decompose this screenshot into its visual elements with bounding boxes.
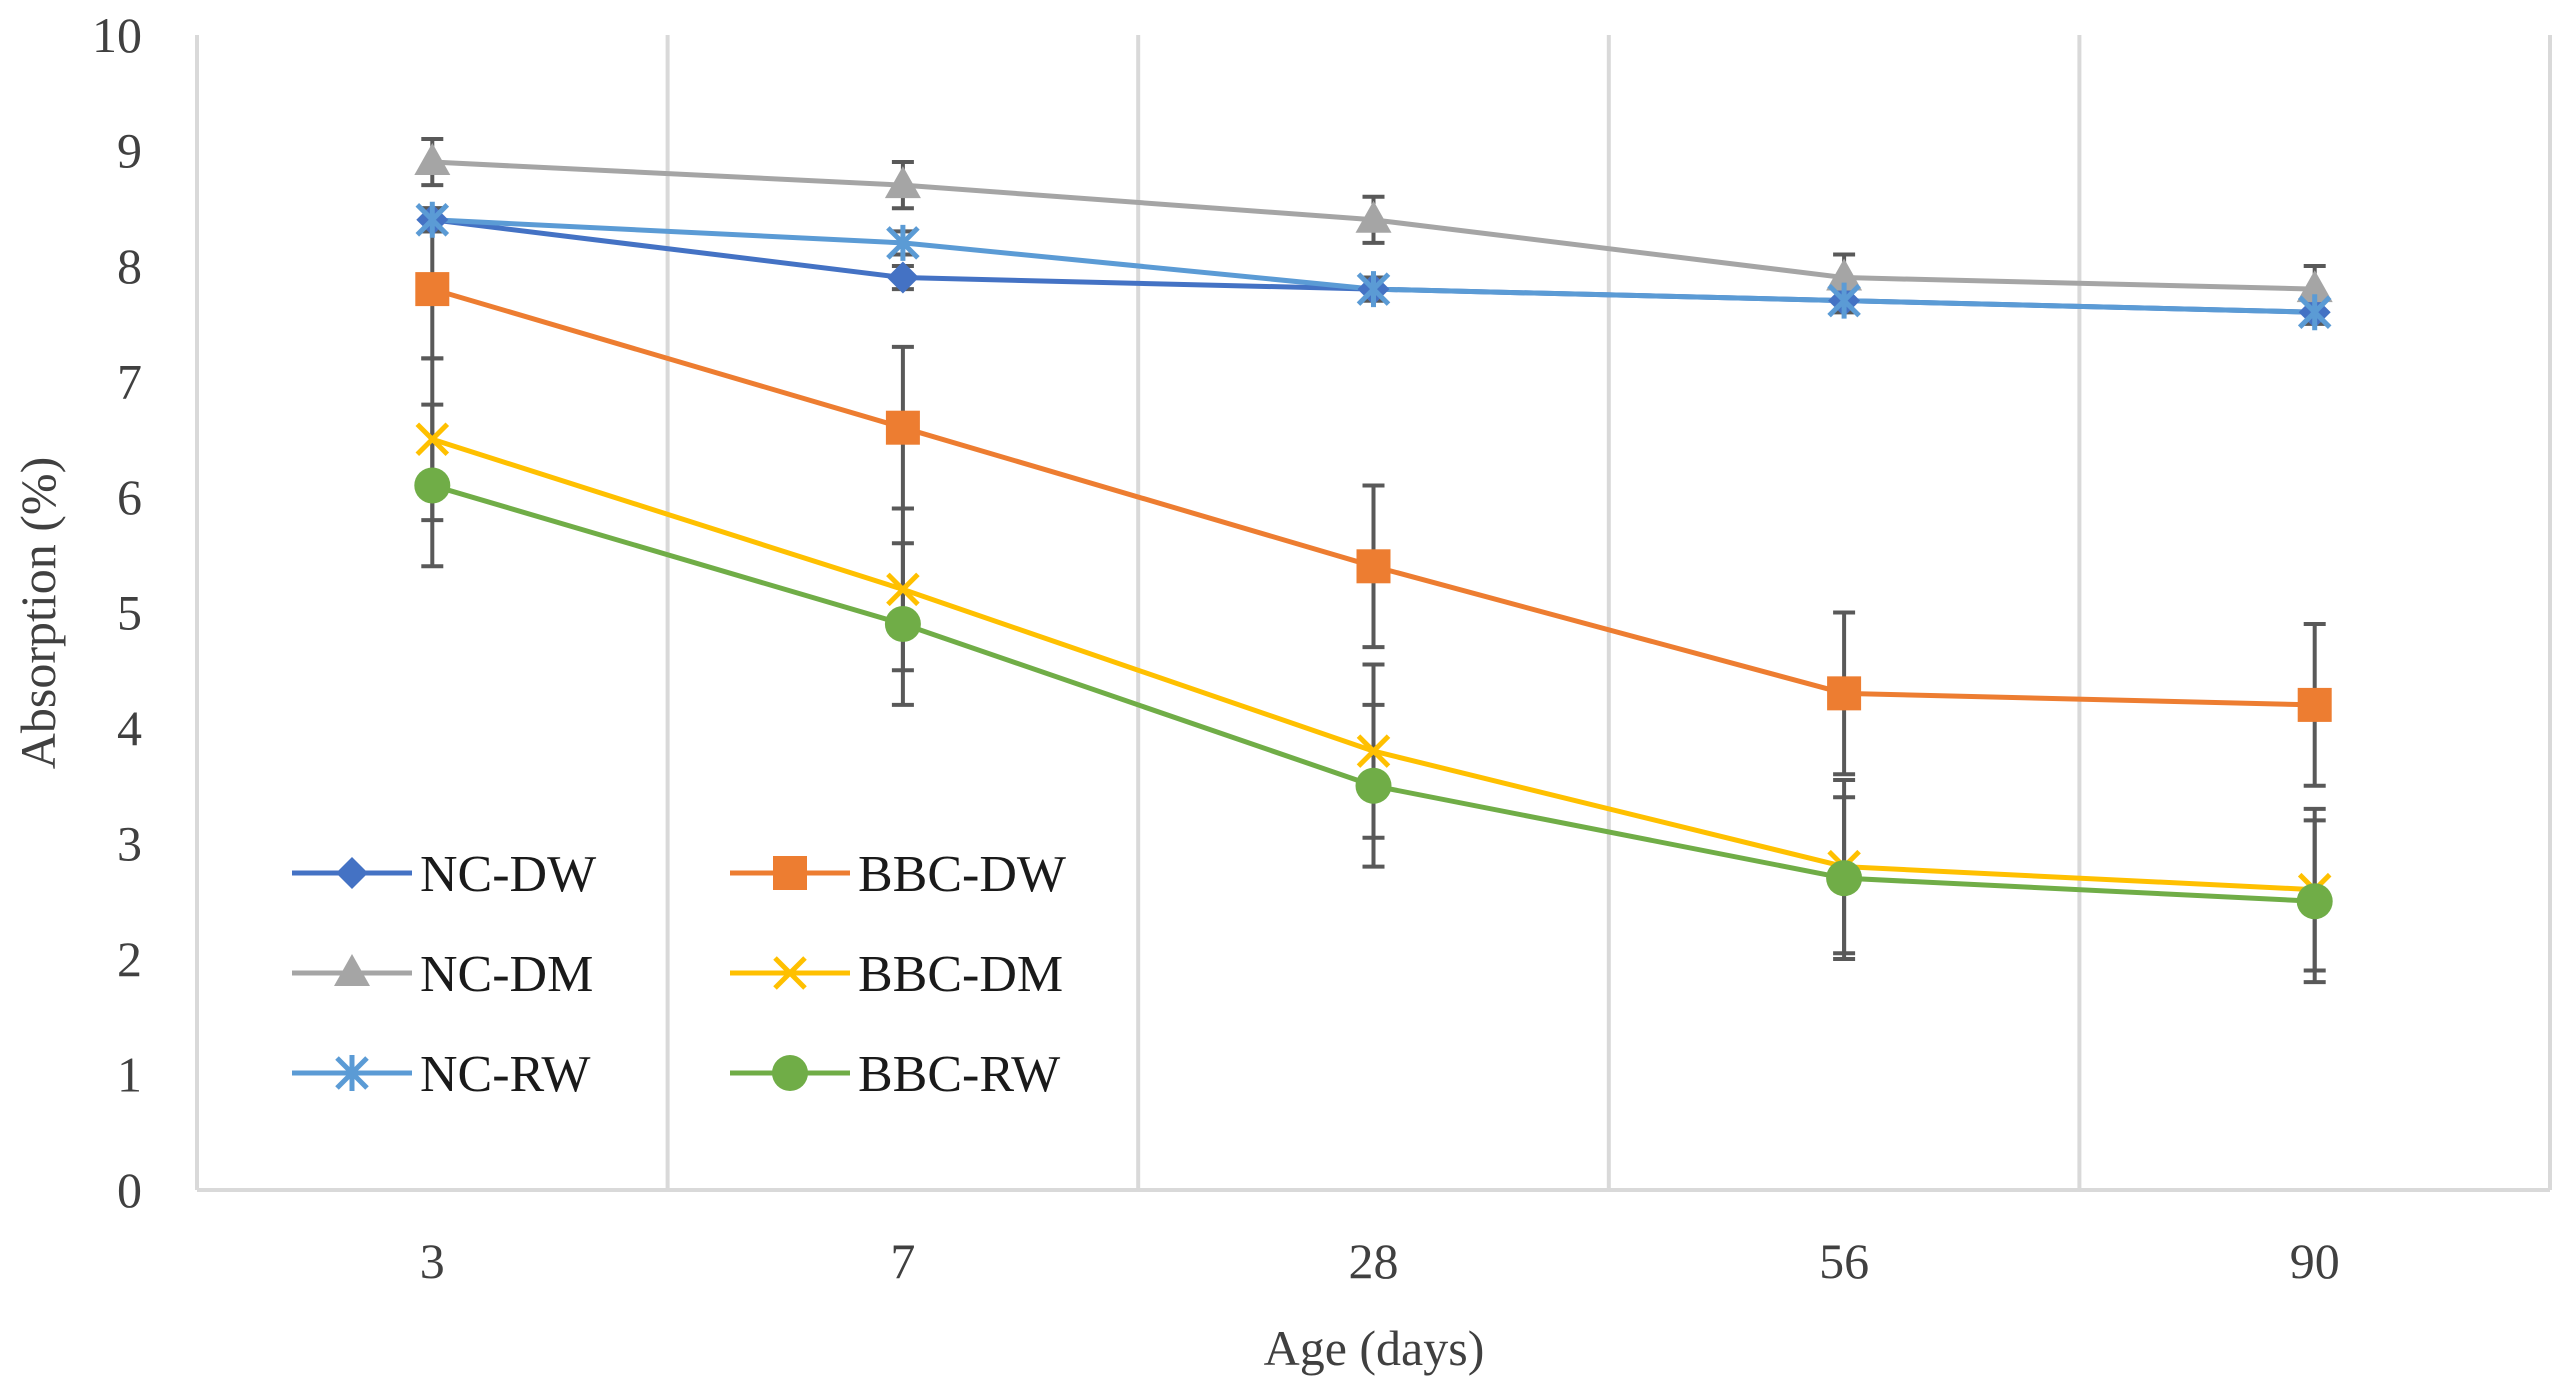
y-tick-label: 8 [117,238,142,294]
series-markers [414,143,2333,920]
y-tick-label: 3 [117,816,142,872]
y-tick-label: 9 [117,123,142,179]
legend-item: NC-RW [292,1046,590,1103]
y-tick-label: 5 [117,585,142,641]
x-tick-label: 3 [420,1233,445,1289]
legend-swatch-marker [772,1055,808,1091]
marker-bbc-rw [1355,767,1392,804]
legend: NC-DW BBC-DW NC-DM BBC-DM NC-RW BBC-RW [292,846,1066,1103]
marker-bbc-dw [415,272,450,307]
legend-swatch-marker [773,956,807,990]
legend-swatch-marker [334,954,370,986]
marker-nc-rw [1356,271,1391,308]
legend-swatch-marker [773,856,807,890]
marker-bbc-dm [1356,734,1391,768]
y-tick-label: 1 [117,1047,142,1103]
marker-bbc-dw [1827,676,1862,711]
marker-nc-rw [886,224,920,261]
marker-nc-dw [886,261,919,294]
marker-nc-rw [415,201,450,238]
x-tick-label: 28 [1349,1233,1399,1289]
y-tick-label: 4 [117,700,142,756]
marker-bbc-dm [415,422,450,457]
marker-nc-dm [1826,258,1863,291]
legend-label: BBC-DM [858,946,1063,1003]
legend-item: BBC-DW [730,846,1066,903]
marker-nc-rw [2297,294,2332,331]
marker-bbc-dm [886,572,920,607]
legend-swatch-marker [335,1055,369,1091]
y-tick-label: 0 [117,1162,142,1218]
legend-label: NC-DW [420,846,596,903]
x-tick-label: 90 [2290,1233,2340,1289]
marker-nc-dm [1355,200,1392,233]
y-axis-title: Absorption (%) [10,457,66,769]
marker-nc-dm [884,166,921,199]
marker-bbc-rw [1826,860,1863,897]
marker-bbc-dw [1356,549,1391,584]
y-tick-label: 10 [92,7,142,63]
x-axis-title: Age (days) [1264,1320,1485,1376]
y-tick-label: 6 [117,469,142,525]
legend-label: NC-RW [420,1046,590,1103]
marker-bbc-rw [414,467,451,504]
y-tick-label: 2 [117,931,142,987]
legend-item: BBC-RW [730,1046,1060,1103]
x-tick-label: 56 [1819,1233,1869,1289]
legend-item: NC-DM [292,946,593,1003]
marker-nc-dm [414,143,451,176]
marker-nc-rw [1827,282,1861,319]
marker-bbc-rw [884,606,921,643]
marker-bbc-dw [885,410,920,445]
y-tick-label: 7 [117,354,142,410]
legend-item: NC-DW [292,846,596,903]
marker-bbc-rw [2296,883,2333,920]
legend-label: NC-DM [420,946,593,1003]
marker-nc-dm [2296,270,2333,303]
legend-label: BBC-DW [858,846,1066,903]
x-tick-label: 7 [890,1233,915,1289]
marker-bbc-dw [2297,687,2332,722]
legend-item: BBC-DM [730,946,1063,1003]
legend-label: BBC-RW [858,1046,1060,1103]
grid-layer [195,35,2552,1190]
legend-swatch-marker [336,857,368,889]
